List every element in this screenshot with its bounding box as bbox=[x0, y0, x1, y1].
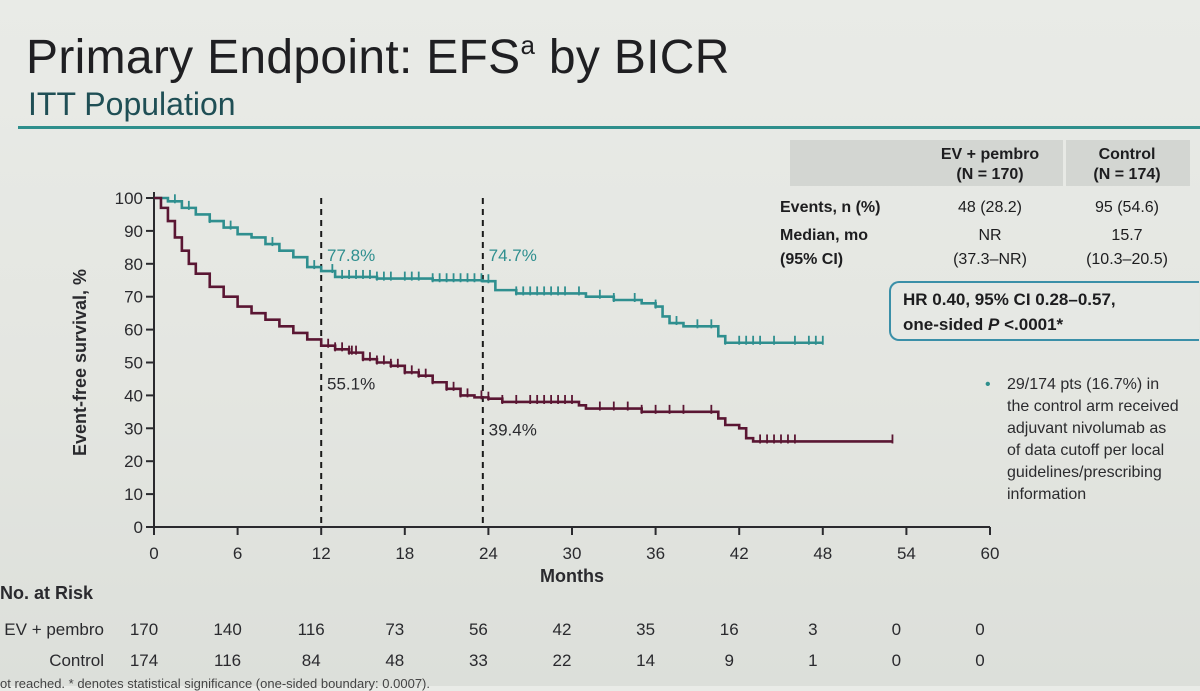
at-risk-value: 1 bbox=[808, 651, 817, 670]
stats-table: EV + pembro (N = 170) Control (N = 174) Ev… bbox=[780, 140, 1200, 276]
at-risk-value: 170 bbox=[130, 620, 158, 639]
cell-events-control: 95 (54.6) bbox=[1094, 199, 1160, 216]
x-tick-label: 18 bbox=[395, 544, 414, 563]
landmark-label: 55.1% bbox=[327, 374, 375, 393]
row-label-events: Events, n (%) bbox=[780, 199, 881, 216]
y-tick-label: 100 bbox=[115, 189, 143, 208]
x-tick-label: 0 bbox=[149, 544, 158, 563]
row-label-ci: (95% CI) bbox=[780, 251, 844, 268]
x-tick-label: 36 bbox=[646, 544, 665, 563]
cell-median-ev: NR bbox=[978, 227, 1002, 244]
slide-subtitle: ITT Population bbox=[28, 86, 236, 122]
hazard-ratio-box: HR 0.40, 95% CI 0.28–0.57, one-sided P <… bbox=[889, 281, 1199, 341]
at-risk-value: 174 bbox=[130, 651, 158, 670]
y-tick-label: 10 bbox=[124, 485, 143, 504]
at-risk-value: 35 bbox=[636, 620, 655, 639]
cell-ci-ev: (37.3–NR) bbox=[953, 251, 1027, 268]
landmark-label: 74.7% bbox=[489, 246, 537, 265]
at-risk-row-label: EV + pembro bbox=[4, 620, 104, 639]
col-header-control: Control (N = 174) bbox=[1093, 146, 1161, 183]
chart-axes: 0 10 20 30 40 50 60 70 80 90 100 0 6 12 18 24 30 36 42 48 54… bbox=[70, 189, 999, 586]
x-tick-label: 30 bbox=[563, 544, 582, 563]
cell-median-control: 15.7 bbox=[1111, 227, 1143, 244]
at-risk-value: 42 bbox=[553, 620, 572, 639]
title-divider bbox=[18, 126, 1200, 129]
y-tick-label: 60 bbox=[124, 321, 143, 340]
y-tick-label: 0 bbox=[134, 518, 143, 537]
x-tick-label: 60 bbox=[981, 544, 1000, 563]
row-label-median: Median, mo bbox=[780, 227, 869, 244]
at-risk-title: No. at Risk bbox=[0, 583, 94, 603]
x-tick-label: 54 bbox=[897, 544, 916, 563]
landmark-label: 39.4% bbox=[489, 420, 537, 439]
title-superscript: a bbox=[520, 30, 536, 60]
at-risk-value: 16 bbox=[720, 620, 739, 639]
y-tick-label: 30 bbox=[124, 419, 143, 438]
landmark-label: 77.8% bbox=[327, 246, 375, 265]
at-risk-value: 116 bbox=[298, 620, 325, 639]
at-risk-value: 73 bbox=[385, 620, 404, 639]
at-risk-value: 9 bbox=[724, 651, 733, 670]
series-line-ev-pembro bbox=[154, 196, 823, 345]
y-tick-label: 90 bbox=[124, 222, 143, 241]
y-tick-label: 20 bbox=[124, 452, 143, 471]
cell-events-ev: 48 (28.2) bbox=[957, 199, 1023, 216]
at-risk-value: 0 bbox=[892, 620, 901, 639]
chart-annotations: 77.8% 74.7% 55.1% 39.4% bbox=[327, 246, 537, 439]
x-tick-label: 24 bbox=[479, 544, 498, 563]
bullet-icon: • bbox=[985, 376, 991, 393]
cell-ci-control: (10.3–20.5) bbox=[1086, 251, 1168, 268]
at-risk-value: 3 bbox=[808, 620, 817, 639]
hr-line-2: one-sided P <.0001* bbox=[903, 315, 1064, 334]
at-risk-value: 14 bbox=[636, 651, 655, 670]
y-tick-label: 70 bbox=[124, 288, 143, 307]
at-risk-value: 48 bbox=[385, 651, 404, 670]
hr-line-1: HR 0.40, 95% CI 0.28–0.57, bbox=[903, 290, 1116, 309]
at-risk-value: 84 bbox=[302, 651, 321, 670]
bullet-note: • 29/174 pts (16.7%) in the control arm … bbox=[985, 374, 1200, 506]
at-risk-value: 0 bbox=[975, 620, 984, 639]
at-risk-value: 0 bbox=[975, 651, 984, 670]
at-risk-value: 22 bbox=[553, 651, 572, 670]
y-tick-label: 40 bbox=[124, 386, 143, 405]
x-tick-label: 42 bbox=[730, 544, 749, 563]
x-tick-label: 48 bbox=[813, 544, 832, 563]
y-tick-label: 50 bbox=[124, 354, 143, 373]
stats-header-separator bbox=[1063, 140, 1066, 186]
chart-series bbox=[154, 194, 894, 444]
col-header-ev-pembro: EV + pembro (N = 170) bbox=[940, 146, 1040, 183]
at-risk-row-label: Control bbox=[49, 651, 104, 670]
x-tick-label: 6 bbox=[233, 544, 242, 563]
at-risk-value: 33 bbox=[469, 651, 488, 670]
at-risk-value: 140 bbox=[213, 620, 241, 639]
at-risk-value: 56 bbox=[469, 620, 488, 639]
y-axis-title: Event-free survival, % bbox=[70, 269, 90, 456]
stats-header-bg bbox=[790, 140, 1190, 186]
x-tick-label: 12 bbox=[312, 544, 331, 563]
at-risk-value: 116 bbox=[214, 651, 241, 670]
slide-title: Primary Endpoint: EFSa by BICR bbox=[26, 30, 730, 84]
at-risk-value: 0 bbox=[892, 651, 901, 670]
y-tick-label: 80 bbox=[124, 255, 143, 274]
footnote: ot reached. * denotes statistical signif… bbox=[0, 676, 430, 691]
bullet-text: 29/174 pts (16.7%) in the control arm re… bbox=[1007, 376, 1179, 503]
x-axis-title: Months bbox=[540, 566, 604, 586]
